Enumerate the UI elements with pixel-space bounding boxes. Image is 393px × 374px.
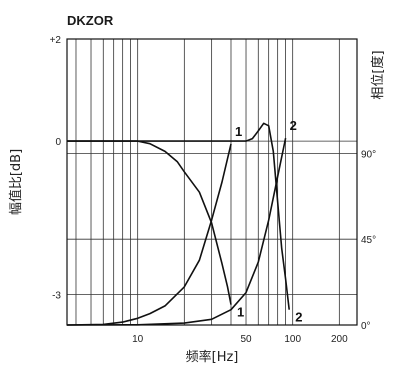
phase-curve-1 — [66, 143, 232, 326]
y-left-tick-label: -3 — [52, 290, 61, 301]
y-right-tick-label: 0° — [361, 321, 371, 332]
grid — [67, 38, 357, 326]
y-right-tick-label: 90° — [361, 149, 376, 160]
y-left-tick-label: 0 — [55, 137, 61, 148]
x-tick-label: 100 — [284, 334, 301, 345]
curve-labels: 1 2 1 2 — [235, 118, 302, 325]
curves — [66, 122, 290, 326]
x-tick-label: 50 — [240, 334, 252, 345]
chart-title: DKZOR — [67, 13, 114, 28]
amplitude-curve-label: 2 — [295, 310, 302, 325]
tick-labels: 10 50 100 200 +2 0 -3 90° 45° 0° — [50, 35, 377, 345]
y-axis-left-label: 幅值比[dB] — [8, 149, 24, 215]
phase-curve-label: 2 — [290, 118, 297, 133]
amplitude-curve-1 — [67, 140, 232, 305]
x-axis-label: 频率[Hz] — [186, 349, 239, 365]
amplitude-curve-2 — [67, 122, 290, 310]
x-tick-label: 10 — [132, 334, 144, 345]
x-tick-label: 200 — [331, 334, 348, 345]
plot-frame — [66, 38, 358, 326]
phase-curve-label: 1 — [235, 124, 242, 139]
y-right-tick-label: 45° — [361, 235, 376, 246]
amplitude-curve-label: 1 — [237, 305, 244, 320]
phase-curve-2 — [66, 137, 287, 326]
y-left-tick-label: +2 — [50, 35, 62, 46]
y-axis-right-label: 相位[度] — [370, 50, 386, 99]
